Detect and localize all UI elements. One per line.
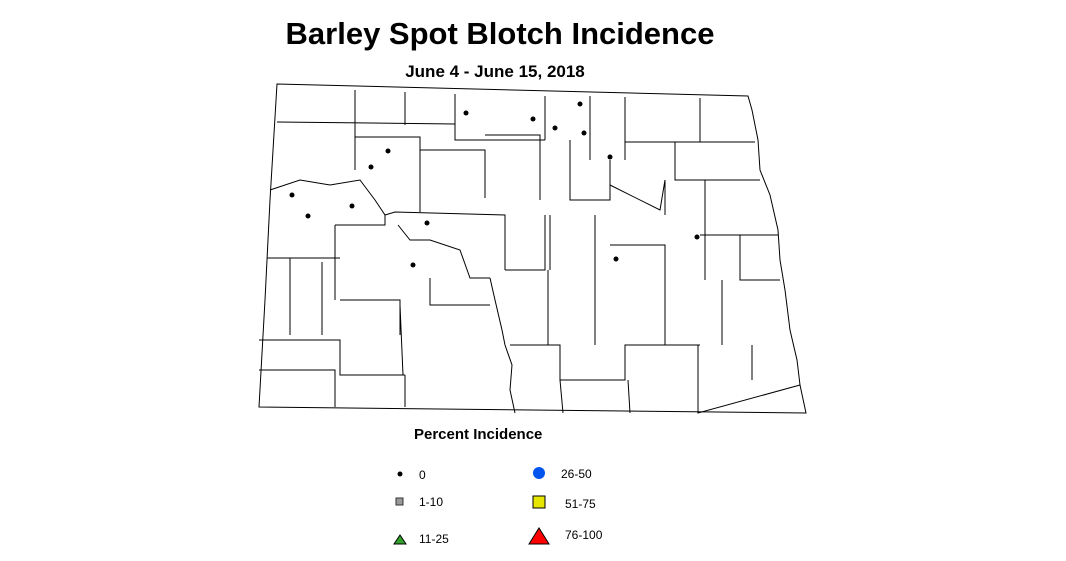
- state-outline: [258, 83, 807, 414]
- survey-site-point: [581, 130, 587, 136]
- county-boundaries: [276, 90, 755, 170]
- legend-label-51-75: 51-75: [565, 497, 596, 511]
- survey-site-point: [577, 101, 583, 107]
- survey-site-point: [694, 234, 700, 240]
- map-subtitle: June 4 - June 15, 2018: [405, 62, 585, 81]
- legend-label-76-100: 76-100: [565, 528, 603, 542]
- county-boundaries: [355, 134, 760, 212]
- legend-label-26-50: 26-50: [561, 467, 592, 481]
- legend-symbol-26-50: [533, 467, 545, 479]
- county-boundaries: [267, 224, 490, 335]
- legend-symbol-51-75: [532, 495, 546, 509]
- legend-symbol-1-10: [395, 497, 404, 506]
- survey-site-point: [368, 164, 374, 170]
- survey-site-point: [424, 220, 430, 226]
- survey-site-point: [463, 110, 469, 116]
- legend-label-0: 0: [419, 468, 426, 482]
- survey-site-point: [613, 256, 619, 262]
- legend-label-11-25: 11-25: [419, 532, 449, 546]
- legend-symbol-0: [397, 471, 403, 477]
- survey-site-point: [530, 116, 536, 122]
- county-boundaries: [259, 277, 516, 414]
- survey-site-point: [552, 125, 558, 131]
- survey-site-point: [305, 213, 311, 219]
- survey-site-point: [289, 192, 295, 198]
- county-boundaries: [505, 180, 780, 282]
- legend-label-1-10: 1-10: [419, 495, 444, 509]
- county-boundaries: [269, 179, 506, 300]
- survey-site-point: [349, 203, 355, 209]
- legend-symbol-76-100: [528, 527, 550, 545]
- survey-site-point: [410, 262, 416, 268]
- legend-symbol-11-25: [393, 534, 407, 545]
- county-boundaries: [510, 270, 801, 414]
- map-title: Barley Spot Blotch Incidence: [285, 16, 715, 51]
- survey-site-point: [385, 148, 391, 154]
- survey-site-point: [607, 154, 613, 160]
- legend-title: Percent Incidence: [414, 426, 543, 443]
